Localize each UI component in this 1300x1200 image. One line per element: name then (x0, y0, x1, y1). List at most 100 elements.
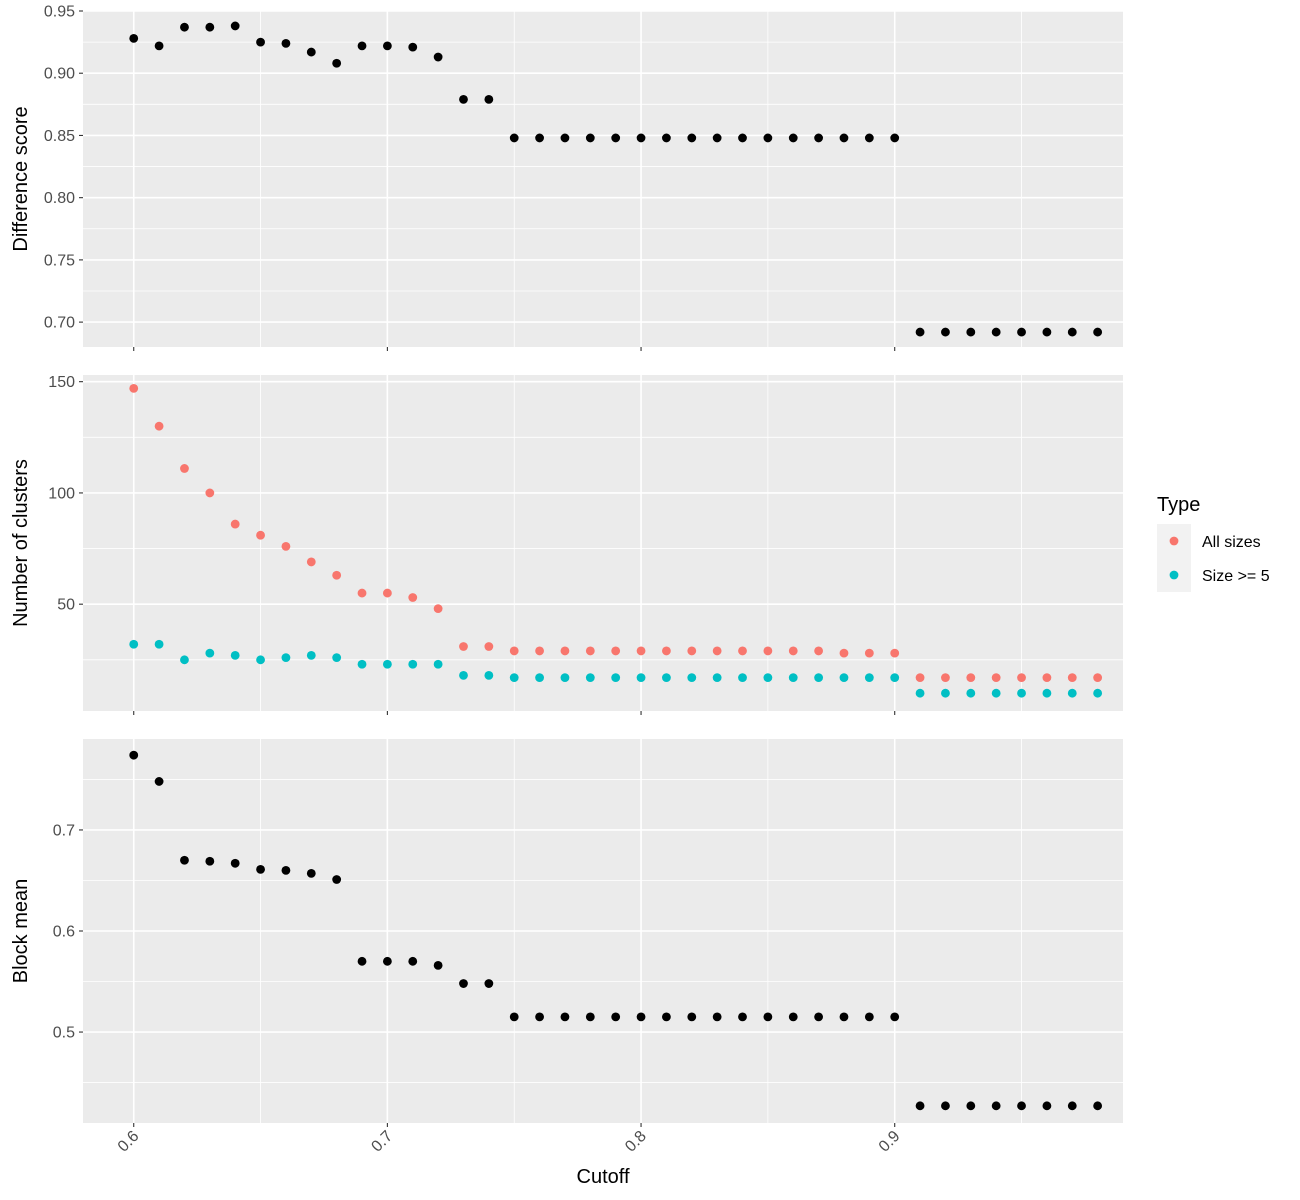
data-point (484, 642, 494, 651)
data-point (839, 648, 849, 658)
data-point (687, 646, 697, 656)
data-point (864, 133, 874, 143)
y-tick-label: 0.7 (53, 822, 75, 839)
data-point (230, 519, 240, 529)
data-point (585, 646, 595, 656)
data-point (484, 670, 494, 680)
data-point (814, 1012, 824, 1022)
x-tick-label: 0.8 (622, 1128, 650, 1156)
data-point (433, 659, 443, 669)
data-point (712, 646, 722, 656)
data-point (180, 464, 189, 473)
data-point (941, 1101, 950, 1111)
data-point (357, 41, 367, 51)
data-point (991, 673, 1001, 683)
data-point (459, 642, 468, 651)
data-point (966, 327, 976, 337)
data-point (941, 327, 950, 337)
data-point (611, 673, 621, 683)
data-point (763, 1012, 773, 1022)
data-point (585, 673, 595, 683)
data-point (281, 653, 291, 662)
data-point (966, 1101, 976, 1111)
y-tick-label: 0.95 (44, 4, 75, 21)
legend-title: Type (1157, 494, 1200, 516)
data-point (535, 133, 544, 143)
data-point (915, 327, 925, 337)
y-tick-label: 100 (48, 485, 75, 502)
data-point (636, 133, 646, 143)
data-point (129, 750, 139, 760)
data-point (332, 58, 342, 68)
data-point (509, 673, 519, 683)
panel-3: 0.5 0.6 0.7 Block mean (10, 739, 1123, 1127)
data-point (408, 42, 418, 52)
data-point (256, 864, 265, 874)
data-point (763, 673, 773, 683)
data-point (509, 133, 519, 143)
y-tick-label: 0.85 (44, 128, 75, 145)
data-point (839, 133, 849, 143)
legend-entries: All sizes Size >= 5 (1157, 524, 1270, 592)
legend-entry: All sizes (1157, 524, 1261, 558)
data-point (1017, 1101, 1026, 1111)
data-point (1042, 1101, 1052, 1111)
y-tick-label: 0.90 (44, 66, 75, 83)
data-point (382, 659, 392, 669)
data-point (788, 646, 798, 656)
data-point (687, 673, 697, 683)
data-point (636, 1012, 646, 1022)
data-point (1093, 1101, 1103, 1111)
data-point (357, 588, 367, 598)
data-point (230, 858, 240, 868)
data-point (230, 21, 240, 31)
data-point (382, 588, 392, 598)
data-point (281, 865, 291, 875)
data-point (1067, 327, 1077, 337)
data-point (1067, 1101, 1077, 1111)
data-point (433, 960, 443, 970)
data-point (230, 650, 240, 660)
data-point (332, 875, 342, 884)
data-point (864, 1012, 874, 1022)
series-points (129, 750, 1103, 1111)
data-point (484, 94, 494, 104)
data-point (256, 530, 265, 540)
data-point (585, 1012, 595, 1022)
data-point (180, 655, 189, 665)
data-point (535, 1012, 544, 1022)
data-point (205, 488, 215, 498)
y-tick-label: 0.70 (44, 315, 75, 332)
series-all-sizes (129, 383, 1103, 683)
data-point (611, 646, 621, 656)
legend: Type All sizes Size >= 5 (1157, 494, 1270, 592)
legend-entry: Size >= 5 (1157, 558, 1270, 592)
y-tick-label: 0.80 (44, 190, 75, 207)
data-point (814, 646, 824, 656)
data-point (1017, 673, 1026, 683)
y-tick-label: 0.75 (44, 252, 75, 269)
data-point (966, 673, 976, 683)
data-point (585, 133, 595, 143)
data-point (712, 133, 722, 143)
data-point (306, 650, 316, 660)
data-point (408, 956, 418, 966)
legend-label: All sizes (1202, 534, 1261, 551)
data-point (636, 646, 646, 656)
data-point (1042, 688, 1052, 698)
data-point (991, 1101, 1001, 1111)
data-point (560, 673, 570, 683)
data-point (941, 688, 950, 698)
data-point (433, 604, 443, 614)
y-axis-title: Number of clusters (10, 459, 32, 627)
data-point (129, 33, 139, 43)
panels-layer: 0.70 0.75 0.80 0.85 0.90 0.95 Difference score… (10, 4, 1123, 1156)
data-point (433, 52, 443, 62)
data-point (484, 979, 494, 988)
data-point (205, 22, 215, 32)
data-point (788, 133, 798, 143)
data-point (662, 646, 671, 656)
y-tick-label: 50 (57, 597, 75, 614)
data-point (535, 673, 544, 683)
